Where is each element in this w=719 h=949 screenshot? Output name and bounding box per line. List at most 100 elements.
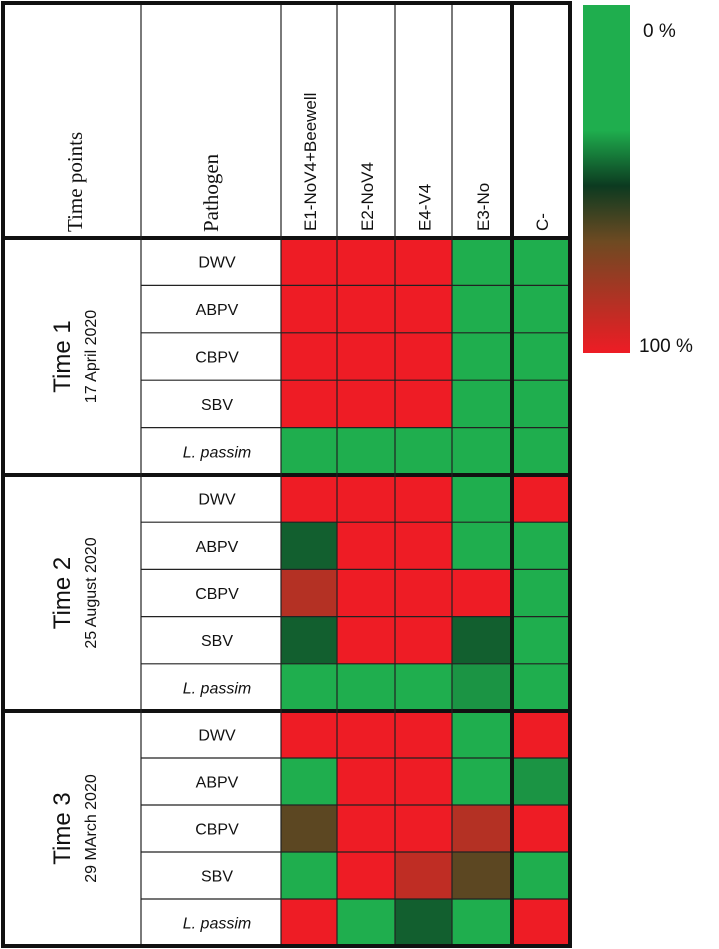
heatmap-cell — [512, 663, 570, 711]
heatmap-cell — [452, 332, 512, 381]
heatmap-cell — [512, 711, 570, 758]
heatmap-cell — [281, 332, 337, 381]
heatmap-cell — [452, 805, 512, 852]
heatmap-cell — [395, 899, 452, 946]
heatmap-cell — [452, 616, 512, 664]
pathogen-label: CBPV — [195, 350, 239, 367]
heatmap-cell — [395, 663, 452, 711]
time-group-date: 25 August 2020 — [83, 537, 100, 648]
heatmap-cell — [452, 238, 512, 286]
heatmap-cell — [281, 427, 337, 475]
heatmap-cell — [337, 899, 395, 946]
heatmap-cell — [452, 380, 512, 428]
heatmap-cell — [512, 475, 570, 523]
column-header: E3-No — [474, 183, 493, 231]
pathogen-label: SBV — [201, 397, 233, 414]
heatmap-cell — [395, 805, 452, 852]
heatmap-cell — [281, 238, 337, 286]
heatmap-cell — [281, 663, 337, 711]
heatmap-cell — [337, 758, 395, 805]
pathogen-label: CBPV — [195, 586, 239, 603]
heatmap-cell — [337, 380, 395, 428]
heatmap-cell — [512, 758, 570, 805]
time-group-label: Time 2 — [49, 557, 76, 629]
heatmap-cell — [337, 238, 395, 286]
heatmap-cell — [452, 475, 512, 523]
header-pathogen: Pathogen — [199, 153, 223, 232]
heatmap-cell — [281, 475, 337, 523]
heatmap-cell — [452, 711, 512, 758]
heatmap-cell — [395, 522, 452, 570]
heatmap-cell — [452, 427, 512, 475]
heatmap-cell — [281, 569, 337, 617]
heatmap-cell — [395, 475, 452, 523]
time-group-labels: Time 1 17 April 2020 Time 2 25 August 2020 T… — [49, 310, 100, 883]
heatmap-cell — [512, 852, 570, 899]
heatmap-cell — [512, 285, 570, 333]
heatmap-cell — [395, 332, 452, 381]
pathogen-label: SBV — [201, 869, 233, 886]
heatmap-cell — [395, 285, 452, 333]
heatmap-cell — [512, 380, 570, 428]
heatmap-cell — [337, 427, 395, 475]
heatmap-cell — [452, 522, 512, 570]
heatmap-cell — [281, 711, 337, 758]
heatmap-cell — [395, 758, 452, 805]
heatmap-cell — [395, 852, 452, 899]
heatmap-cell — [512, 569, 570, 617]
grid-lines — [1, 1, 572, 948]
color-legend-bar — [583, 5, 630, 353]
header-time-points: Time points — [63, 132, 87, 232]
pathogen-label: L. passim — [183, 444, 251, 461]
heatmap-cell — [452, 758, 512, 805]
heatmap-cell — [395, 238, 452, 286]
heatmap-cell — [395, 427, 452, 475]
heatmap-cell — [452, 569, 512, 617]
heatmap-cell — [337, 285, 395, 333]
pathogen-label: L. passim — [183, 916, 251, 933]
heatmap-cell — [395, 569, 452, 617]
column-header: E2-NoV4 — [358, 162, 377, 231]
pathogen-label: ABPV — [196, 539, 239, 556]
heatmap-cell — [337, 663, 395, 711]
heatmap-cell — [395, 616, 452, 664]
legend-max-label: 100 % — [639, 336, 693, 357]
table-border — [1, 1, 572, 948]
heatmap-cell — [281, 805, 337, 852]
pathogen-label: DWV — [198, 728, 236, 745]
heatmap-cell — [281, 899, 337, 946]
heatmap-cell — [452, 852, 512, 899]
column-headers: E1-NoV4+Beewell E2-NoV4 E4-V4 E3-No C- — [301, 93, 552, 231]
heatmap-cells — [281, 238, 570, 946]
heatmap-cell — [337, 805, 395, 852]
heatmap-cell — [337, 332, 395, 381]
heatmap-cell — [512, 238, 570, 286]
pathogen-label: L. passim — [183, 680, 251, 697]
heatmap-cell — [281, 380, 337, 428]
pathogen-label: DWV — [198, 255, 236, 272]
heatmap-cell — [395, 380, 452, 428]
heatmap-cell — [337, 616, 395, 664]
heatmap-cell — [281, 616, 337, 664]
heatmap-cell — [512, 899, 570, 946]
heatmap-cell — [337, 475, 395, 523]
pathogen-labels: DWV ABPV CBPV SBV L. passim DWV ABPV CBPV SBV L. … — [183, 255, 251, 933]
pathogen-label: ABPV — [196, 302, 239, 319]
heatmap-cell — [337, 569, 395, 617]
heatmap-cell — [395, 711, 452, 758]
heatmap-cell — [281, 758, 337, 805]
pathogen-label: CBPV — [195, 822, 239, 839]
legend-min-label: 0 % — [643, 21, 676, 42]
heatmap-cell — [281, 852, 337, 899]
heatmap-cell — [452, 899, 512, 946]
heatmap-cell — [281, 285, 337, 333]
heatmap-cell — [337, 522, 395, 570]
heatmap-cell — [337, 852, 395, 899]
time-group-date: 29 MArch 2020 — [83, 774, 100, 883]
heatmap-cell — [337, 711, 395, 758]
pathogen-label: SBV — [201, 633, 233, 650]
heatmap-cell — [452, 663, 512, 711]
pathogen-label: DWV — [198, 492, 236, 509]
pathogen-label: ABPV — [196, 775, 239, 792]
